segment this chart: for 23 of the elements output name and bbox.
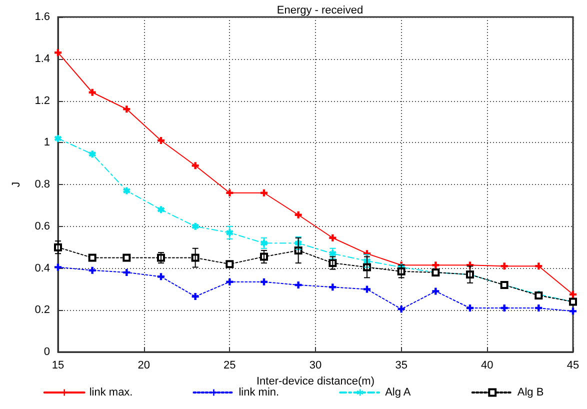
legend-label: Alg B (517, 386, 544, 398)
x-tick-label: 25 (224, 360, 236, 372)
y-tick-label: 0.2 (34, 304, 50, 316)
y-tick-label: 1.6 (34, 11, 50, 23)
x-tick-label: 40 (481, 360, 494, 372)
y-tick-label: 0.8 (34, 178, 50, 190)
x-tick-label: 15 (52, 360, 64, 372)
y-axis-title: J (10, 182, 22, 188)
y-tick-label: 0 (44, 346, 50, 358)
x-tick-label: 20 (138, 360, 150, 372)
y-tick-label: 0.4 (34, 262, 50, 274)
x-tick-label: 35 (395, 360, 408, 372)
chart-title: Energy - received (276, 4, 364, 16)
x-tick-label: 30 (309, 360, 322, 372)
legend-label: Alg A (385, 386, 412, 398)
x-axis-title: Inter-device distance(m) (256, 375, 374, 388)
x-tick-label: 45 (566, 360, 580, 372)
y-tick-label: 1.4 (34, 52, 50, 65)
y-tick-label: 0.6 (34, 220, 50, 232)
legend-label: link min. (238, 386, 280, 398)
legend-label: link max. (89, 386, 133, 398)
y-tick-label: 1 (44, 136, 50, 149)
y-tick-label: 1.2 (34, 94, 50, 107)
